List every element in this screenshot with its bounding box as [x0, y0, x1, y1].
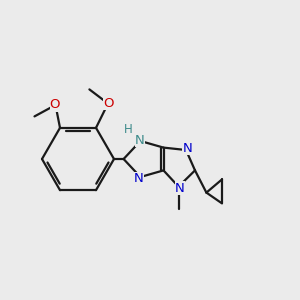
Text: H: H	[124, 123, 133, 136]
Text: N: N	[134, 172, 144, 185]
Text: N: N	[175, 182, 185, 195]
Text: N: N	[135, 134, 145, 147]
Text: N: N	[183, 142, 192, 155]
Text: O: O	[103, 97, 114, 110]
Text: O: O	[50, 98, 60, 112]
